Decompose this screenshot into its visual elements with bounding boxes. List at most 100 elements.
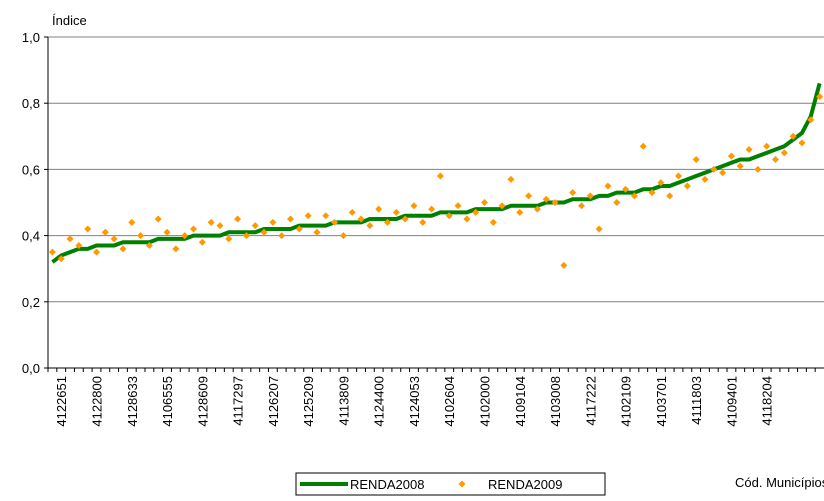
x-tick-label: 4102000 xyxy=(478,376,493,427)
x-tick-label: 4102109 xyxy=(619,376,634,427)
line xyxy=(51,82,822,264)
point xyxy=(489,218,497,226)
x-tick-label: 4117297 xyxy=(231,376,246,426)
x-tick-label: 4111803 xyxy=(689,376,704,425)
point xyxy=(569,189,577,197)
point xyxy=(128,218,136,226)
point xyxy=(375,205,383,213)
point xyxy=(772,155,779,163)
point xyxy=(586,192,594,200)
point xyxy=(278,232,286,240)
point xyxy=(190,225,197,233)
point xyxy=(339,232,347,240)
point xyxy=(498,202,506,210)
point xyxy=(701,175,709,183)
point xyxy=(780,149,788,157)
point xyxy=(101,228,109,236)
point xyxy=(622,185,630,193)
point xyxy=(428,205,436,213)
point xyxy=(542,195,550,203)
point xyxy=(745,146,753,154)
point xyxy=(48,248,56,256)
point xyxy=(525,192,533,200)
point xyxy=(410,202,418,210)
point xyxy=(163,228,171,236)
y-tick-label: 0,0 xyxy=(22,361,40,376)
point xyxy=(533,205,541,213)
point xyxy=(516,208,524,216)
point xyxy=(198,238,206,246)
point xyxy=(366,222,374,230)
point xyxy=(710,165,718,173)
point xyxy=(657,179,665,187)
point xyxy=(260,228,268,236)
point xyxy=(357,215,365,223)
point xyxy=(639,142,647,150)
point xyxy=(675,172,682,180)
x-axis-title: Cód. Municípios xyxy=(735,475,824,490)
point xyxy=(348,208,356,216)
point xyxy=(595,225,603,233)
point xyxy=(287,215,294,223)
x-tick-label: 4103008 xyxy=(548,376,563,427)
point xyxy=(225,235,233,243)
point xyxy=(295,225,303,233)
point xyxy=(551,199,559,206)
x-tick-label: 4117222 xyxy=(583,376,598,426)
point xyxy=(234,215,242,223)
point xyxy=(181,232,189,240)
point xyxy=(578,202,585,210)
point xyxy=(207,218,215,226)
x-tick-label: 4128633 xyxy=(125,376,140,427)
point xyxy=(560,261,568,269)
point xyxy=(75,242,83,250)
point xyxy=(84,225,92,233)
legend-label: RENDA2008 xyxy=(350,477,424,492)
point xyxy=(119,245,127,253)
x-tick-label: 4125209 xyxy=(301,376,316,427)
point xyxy=(172,245,180,253)
point xyxy=(666,192,674,200)
point xyxy=(110,235,118,243)
x-tick-label: 4118204 xyxy=(760,376,775,426)
point xyxy=(392,208,400,216)
x-tick-label: 4124400 xyxy=(372,376,387,427)
legend-swatch xyxy=(458,480,466,488)
x-tick-label: 4113809 xyxy=(336,376,351,426)
y-tick-label: 0,4 xyxy=(22,229,40,244)
point xyxy=(269,218,277,226)
x-tick-label: 4126207 xyxy=(266,376,281,427)
point xyxy=(322,212,330,220)
point xyxy=(137,232,145,240)
x-tick-label: 4122651 xyxy=(54,376,69,427)
point xyxy=(401,215,409,223)
point xyxy=(683,182,691,190)
point xyxy=(613,199,621,206)
x-tick-label: 4102604 xyxy=(442,376,457,427)
y-axis-title: Índice xyxy=(52,13,87,28)
legend-box xyxy=(295,472,606,496)
point xyxy=(472,208,480,216)
point xyxy=(736,162,744,170)
point xyxy=(630,192,638,200)
point xyxy=(419,218,427,226)
point xyxy=(648,189,656,197)
x-tick-label: 4124053 xyxy=(407,376,422,427)
point xyxy=(57,255,65,263)
point xyxy=(436,172,444,180)
x-tick-label: 4103701 xyxy=(654,376,669,427)
point xyxy=(798,139,806,147)
x-tick-label: 4109104 xyxy=(513,376,528,427)
x-tick-label: 4128609 xyxy=(195,376,210,427)
y-tick-label: 0,2 xyxy=(22,295,40,310)
point xyxy=(807,116,815,124)
point xyxy=(789,132,797,140)
point xyxy=(604,182,612,190)
point xyxy=(463,215,471,223)
point xyxy=(154,215,162,223)
x-tick-label: 4109401 xyxy=(724,376,739,427)
point xyxy=(331,218,339,226)
point xyxy=(763,142,771,150)
point xyxy=(454,202,462,210)
